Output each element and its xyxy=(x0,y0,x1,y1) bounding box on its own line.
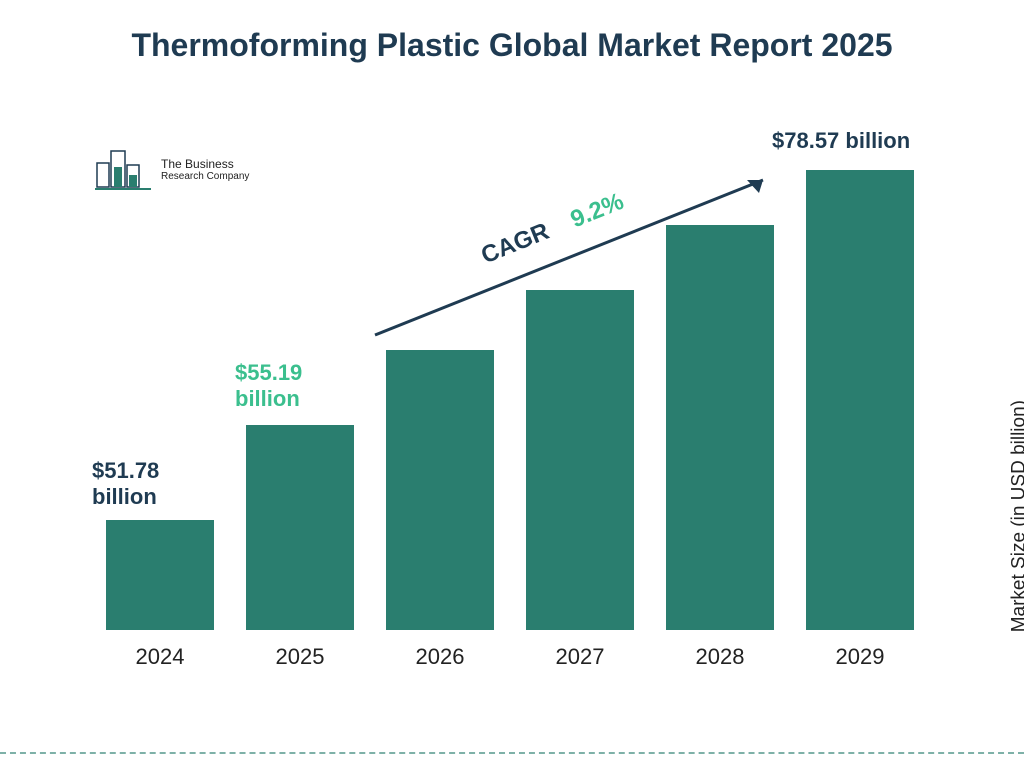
value-label: $55.19billion xyxy=(235,360,302,413)
chart-area: 202420252026202720282029 xyxy=(90,150,930,670)
bars-container xyxy=(90,150,930,630)
bar xyxy=(806,170,914,630)
bar xyxy=(666,225,774,630)
bar-wrap xyxy=(793,170,928,630)
bar xyxy=(106,520,214,630)
x-tick-label: 2025 xyxy=(233,636,368,670)
x-tick-label: 2029 xyxy=(793,636,928,670)
value-label: $78.57 billion xyxy=(772,128,910,154)
bar xyxy=(526,290,634,630)
x-tick-label: 2027 xyxy=(513,636,648,670)
bar xyxy=(386,350,494,630)
y-axis-label: Market Size (in USD billion) xyxy=(1008,400,1024,632)
value-label: $51.78billion xyxy=(92,458,159,511)
bar-wrap xyxy=(653,225,788,630)
bar-wrap xyxy=(233,425,368,630)
x-tick-label: 2026 xyxy=(373,636,508,670)
footer-divider xyxy=(0,752,1024,754)
bar-wrap xyxy=(373,350,508,630)
bar-wrap xyxy=(93,520,228,630)
bar xyxy=(246,425,354,630)
x-tick-label: 2028 xyxy=(653,636,788,670)
bar-wrap xyxy=(513,290,648,630)
x-axis-labels: 202420252026202720282029 xyxy=(90,636,930,670)
x-tick-label: 2024 xyxy=(93,636,228,670)
chart-title: Thermoforming Plastic Global Market Repo… xyxy=(0,0,1024,75)
